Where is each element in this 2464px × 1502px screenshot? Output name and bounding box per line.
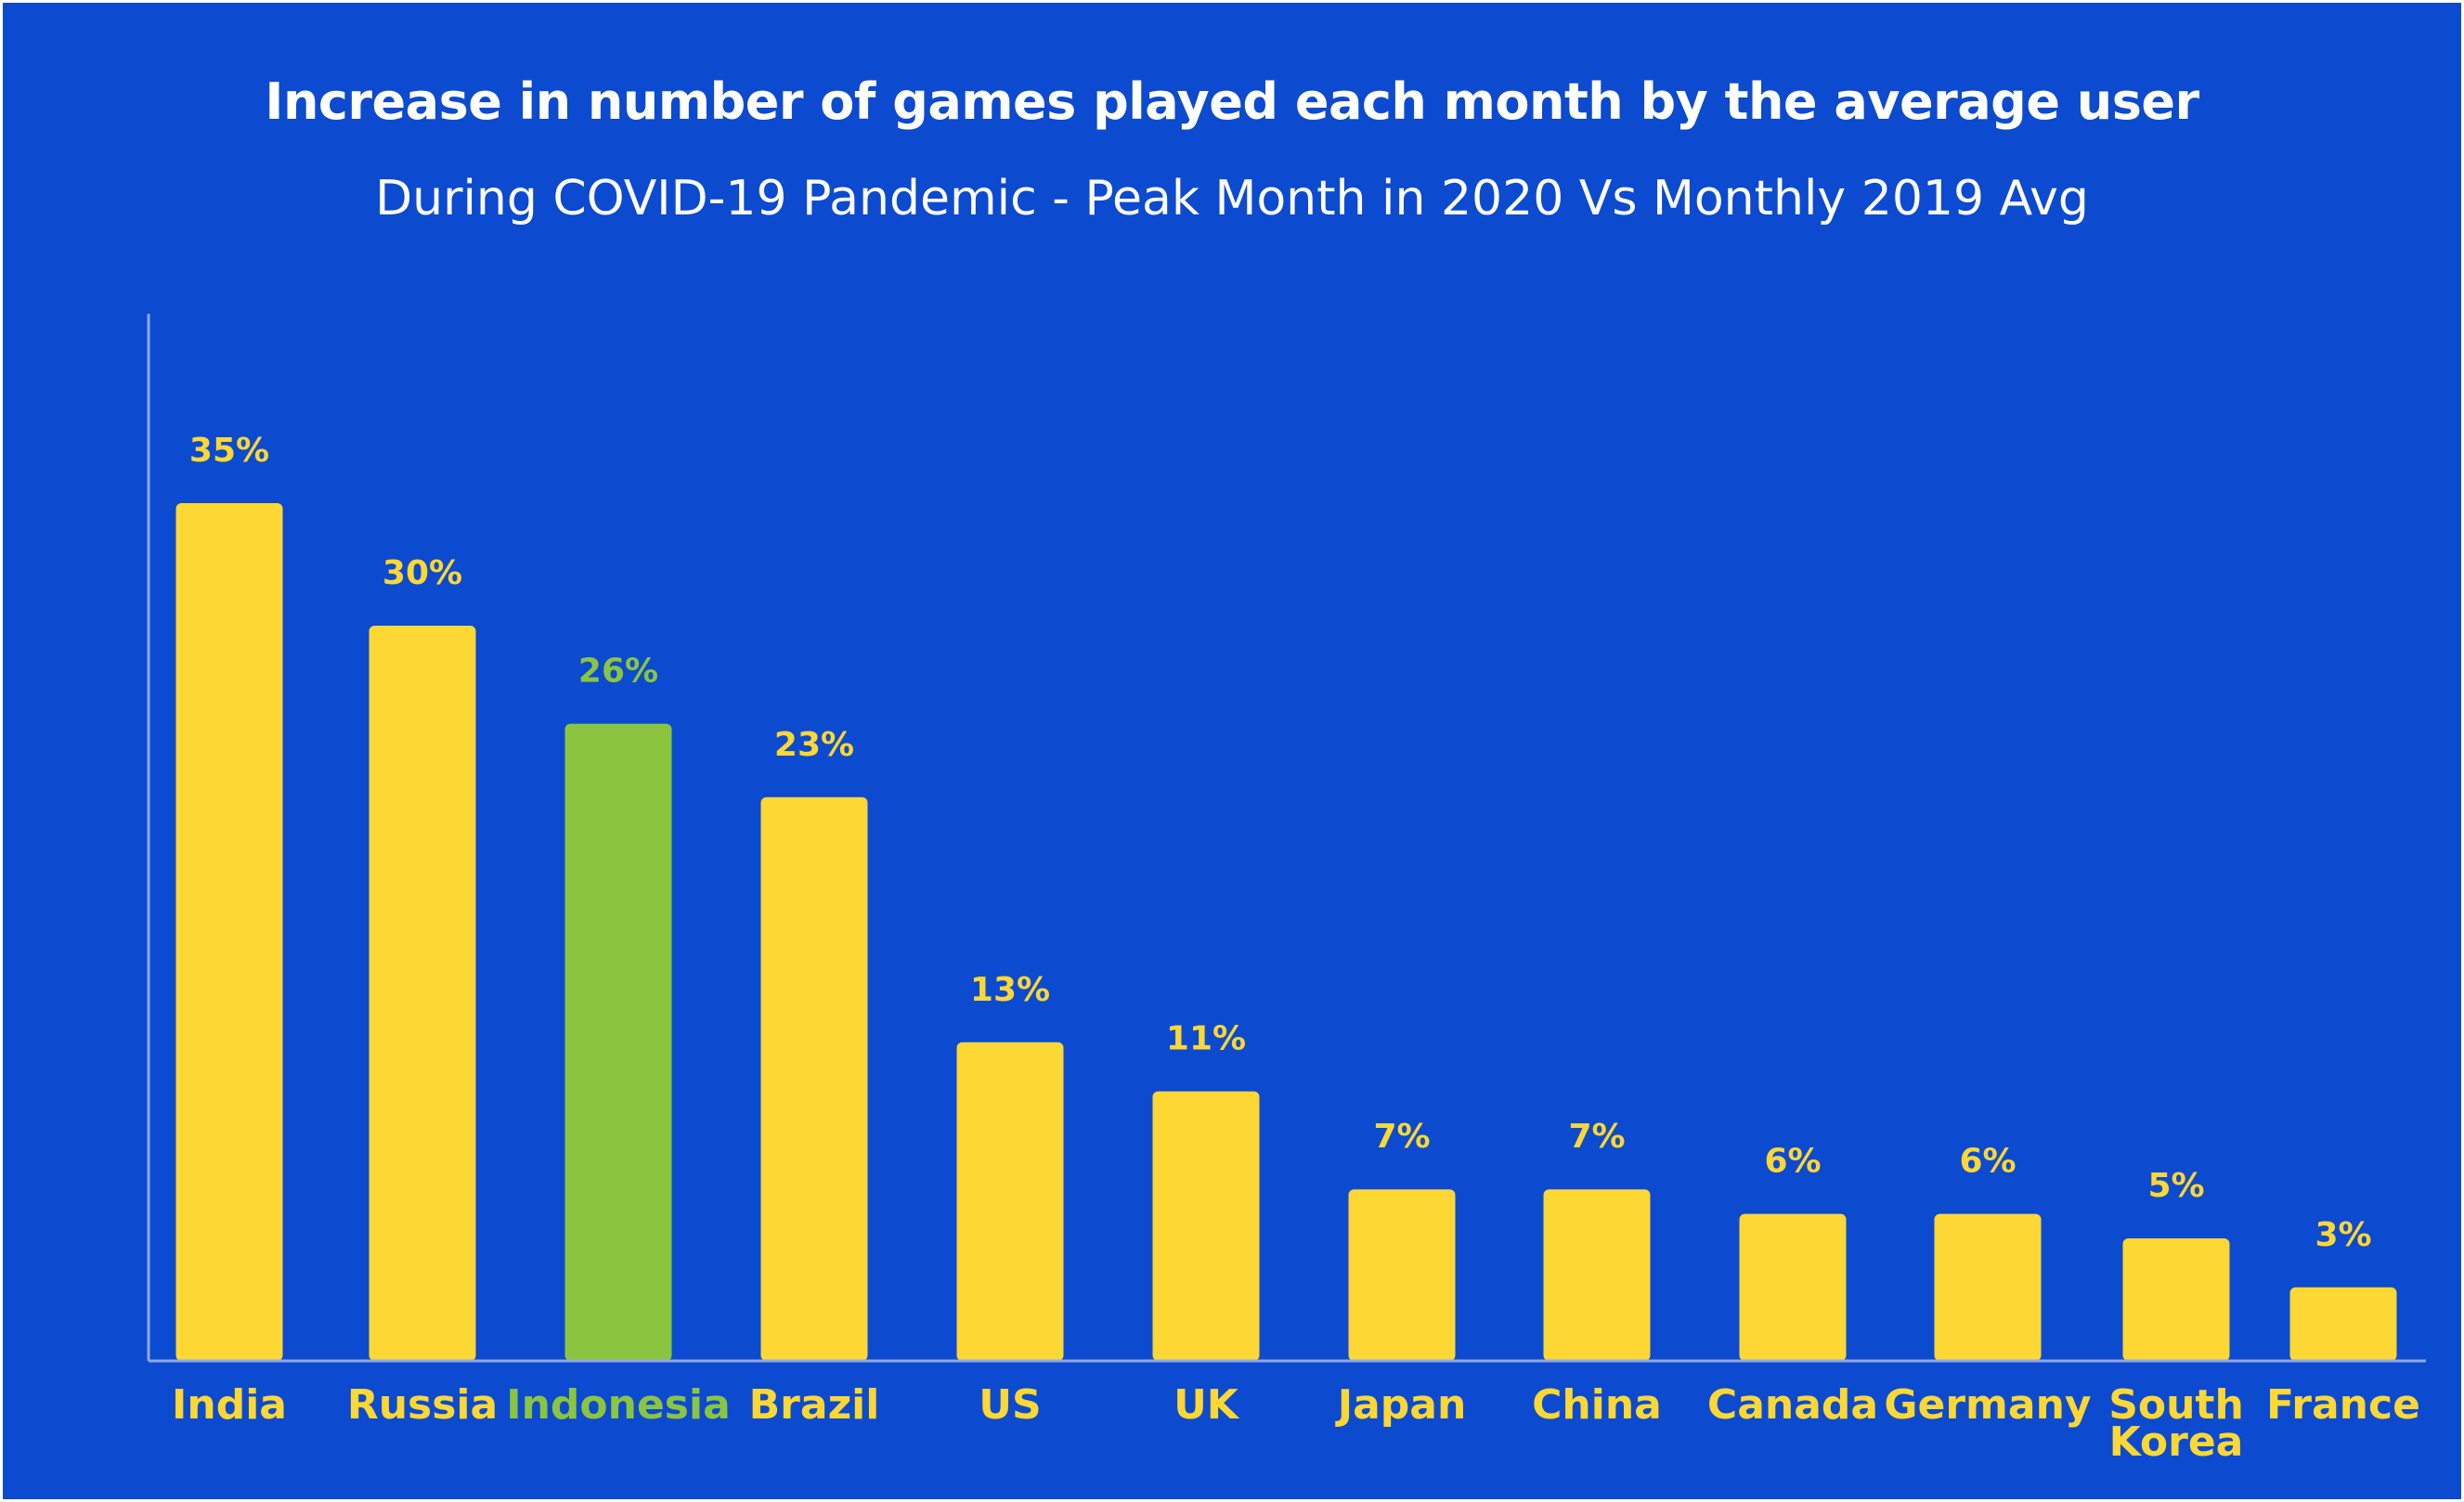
bar-us — [956, 1042, 1064, 1361]
category-label: Brazil — [749, 1381, 880, 1429]
value-label: 13% — [970, 971, 1050, 1009]
bar-russia — [369, 626, 476, 1361]
category-label: US — [979, 1381, 1041, 1429]
chart-panel: Increase in number of games played each … — [3, 3, 2461, 1499]
value-label: 23% — [774, 726, 854, 764]
category-label: UK — [1174, 1381, 1240, 1429]
value-label: 3% — [2315, 1216, 2371, 1254]
category-label: Germany — [1884, 1381, 2091, 1429]
category-label: Japan — [1335, 1381, 1467, 1429]
value-label: 7% — [1568, 1118, 1625, 1156]
category-label: Indonesia — [506, 1381, 731, 1429]
category-label: Canada — [1707, 1381, 1878, 1429]
value-label: 6% — [1764, 1143, 1821, 1181]
category-label: Korea — [2109, 1418, 2244, 1466]
category-label: India — [172, 1381, 287, 1429]
value-label: 6% — [1959, 1143, 2016, 1181]
value-label: 35% — [189, 432, 269, 470]
bar-india — [175, 503, 283, 1361]
bar-japan — [1348, 1189, 1456, 1361]
category-label: China — [1532, 1381, 1662, 1429]
chart-title: Increase in number of games played each … — [265, 72, 2199, 131]
bar-uk — [1152, 1091, 1260, 1361]
category-label: France — [2266, 1381, 2420, 1429]
value-label: 26% — [578, 653, 658, 691]
category-label: South — [2108, 1381, 2244, 1429]
chart-subtitle: During COVID-19 Pandemic - Peak Month in… — [375, 171, 2089, 227]
bar-indonesia — [564, 723, 672, 1361]
bar-germany — [1934, 1213, 2042, 1361]
bar-chart: 35% India 30% Russia 26% Indonesia 23% Brazil 13… — [147, 314, 2426, 1466]
bar-south-korea — [2122, 1238, 2230, 1361]
bar-china — [1543, 1189, 1651, 1361]
value-label: 7% — [1373, 1118, 1430, 1156]
category-label: Russia — [347, 1381, 498, 1429]
value-label: 5% — [2147, 1167, 2204, 1205]
bar-brazil — [760, 796, 868, 1361]
bar-canada — [1739, 1213, 1847, 1361]
value-label: 11% — [1166, 1020, 1246, 1058]
bar-france — [2289, 1287, 2397, 1361]
value-label: 30% — [383, 554, 462, 592]
